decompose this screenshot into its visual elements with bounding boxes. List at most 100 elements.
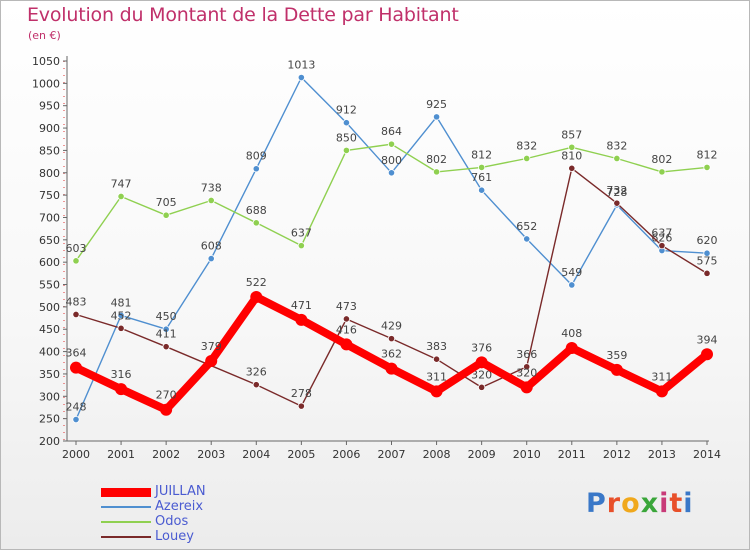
data-point-louey xyxy=(523,363,531,371)
y-tick-label: 350 xyxy=(39,368,60,381)
data-point-louey xyxy=(342,315,351,323)
logo-letter: r xyxy=(606,488,622,519)
series-line-louey xyxy=(75,167,708,407)
data-point-odos xyxy=(162,211,170,219)
logo-letter: x xyxy=(640,488,660,519)
logo-letter: i xyxy=(659,488,670,519)
data-label-odos: 802 xyxy=(651,153,672,166)
data-point-odos xyxy=(703,163,711,171)
data-point-odos xyxy=(387,140,396,148)
data-label-louey: 637 xyxy=(651,227,672,240)
data-label-odos: 864 xyxy=(381,125,402,138)
data-label-louey: 732 xyxy=(606,184,627,197)
data-label-azereix: 481 xyxy=(111,296,132,309)
x-tick-label: 2007 xyxy=(378,448,406,461)
data-label-juillan: 408 xyxy=(561,327,582,340)
data-label-odos: 603 xyxy=(66,242,87,255)
data-label-odos: 832 xyxy=(606,139,627,152)
data-label-odos: 637 xyxy=(291,227,312,240)
data-label-juillan: 311 xyxy=(651,370,672,383)
data-point-azereix xyxy=(162,325,170,333)
data-point-odos xyxy=(297,242,305,250)
legend-swatch xyxy=(101,521,151,523)
data-point-odos xyxy=(478,163,486,171)
data-point-azereix xyxy=(703,249,711,257)
data-point-odos xyxy=(568,143,576,151)
legend-label: Odos xyxy=(155,514,189,529)
legend-swatch xyxy=(101,487,151,497)
y-tick-label: 850 xyxy=(39,144,60,157)
data-point-juillan xyxy=(565,342,578,355)
data-label-louey: 575 xyxy=(697,254,718,267)
data-label-azereix: 1013 xyxy=(287,59,315,72)
data-point-azereix xyxy=(72,415,80,424)
data-point-odos xyxy=(117,192,125,201)
data-label-odos: 812 xyxy=(697,148,718,161)
data-label-louey: 411 xyxy=(156,328,177,341)
y-tick-label: 200 xyxy=(39,435,60,448)
legend-label: JUILLAN xyxy=(155,484,206,499)
data-point-azereix xyxy=(523,235,531,243)
x-tick-label: 2013 xyxy=(648,448,676,461)
data-point-louey xyxy=(72,310,80,319)
data-label-azereix: 549 xyxy=(561,266,582,279)
data-label-louey: 366 xyxy=(516,348,537,361)
proxiti-logo: Proxiti xyxy=(586,488,694,519)
data-point-juillan xyxy=(385,362,398,375)
data-point-odos xyxy=(207,196,215,205)
data-label-azereix: 652 xyxy=(516,220,537,233)
data-point-odos xyxy=(342,146,351,155)
x-tick-label: 2001 xyxy=(107,448,135,461)
chart-unit: (en €) xyxy=(28,29,61,42)
x-tick-label: 2009 xyxy=(468,448,496,461)
x-tick-label: 2002 xyxy=(152,448,180,461)
data-point-louey xyxy=(703,269,711,277)
data-label-odos: 850 xyxy=(336,131,357,144)
x-tick-label: 2003 xyxy=(197,448,225,461)
y-tick-label: 300 xyxy=(39,390,60,403)
data-point-odos xyxy=(613,154,621,163)
y-tick-label: 800 xyxy=(39,167,60,180)
data-point-juillan xyxy=(250,291,263,304)
data-point-azereix xyxy=(568,281,576,289)
data-label-odos: 738 xyxy=(201,181,222,194)
data-label-juillan: 394 xyxy=(697,333,718,346)
data-label-azereix: 450 xyxy=(156,310,177,323)
logo-letter: P xyxy=(586,488,607,519)
data-label-juillan: 359 xyxy=(606,349,627,362)
data-label-odos: 688 xyxy=(246,204,267,217)
y-tick-label: 1000 xyxy=(32,77,60,90)
legend-label: Louey xyxy=(155,529,194,544)
data-point-odos xyxy=(252,219,260,227)
data-label-azereix: 925 xyxy=(426,98,447,111)
y-tick-label: 600 xyxy=(39,256,60,269)
x-tick-label: 2005 xyxy=(287,448,315,461)
data-label-azereix: 912 xyxy=(336,104,357,117)
y-tick-label: 250 xyxy=(39,413,60,426)
data-label-odos: 812 xyxy=(471,148,492,161)
data-point-azereix xyxy=(387,169,396,177)
data-label-juillan: 471 xyxy=(291,299,312,312)
data-label-juillan: 311 xyxy=(426,370,447,383)
data-point-juillan xyxy=(655,385,668,398)
data-label-odos: 857 xyxy=(561,128,582,141)
data-label-juillan: 379 xyxy=(201,340,222,353)
y-tick-label: 750 xyxy=(39,189,60,202)
data-point-louey xyxy=(432,355,441,363)
data-point-louey xyxy=(478,383,486,391)
data-label-azereix: 248 xyxy=(66,401,87,414)
data-point-odos xyxy=(72,257,80,265)
data-label-juillan: 316 xyxy=(111,368,132,381)
chart-title: Evolution du Montant de la Dette par Hab… xyxy=(27,4,459,26)
data-label-louey: 326 xyxy=(246,366,267,379)
data-point-juillan xyxy=(701,348,713,361)
data-label-odos: 747 xyxy=(111,177,132,190)
data-point-azereix xyxy=(117,311,125,319)
data-label-louey: 810 xyxy=(561,149,582,162)
data-point-azereix xyxy=(478,186,486,194)
data-label-juillan: 320 xyxy=(516,366,537,379)
data-point-louey xyxy=(252,381,260,389)
data-point-odos xyxy=(432,168,441,176)
data-label-louey: 383 xyxy=(426,340,447,353)
